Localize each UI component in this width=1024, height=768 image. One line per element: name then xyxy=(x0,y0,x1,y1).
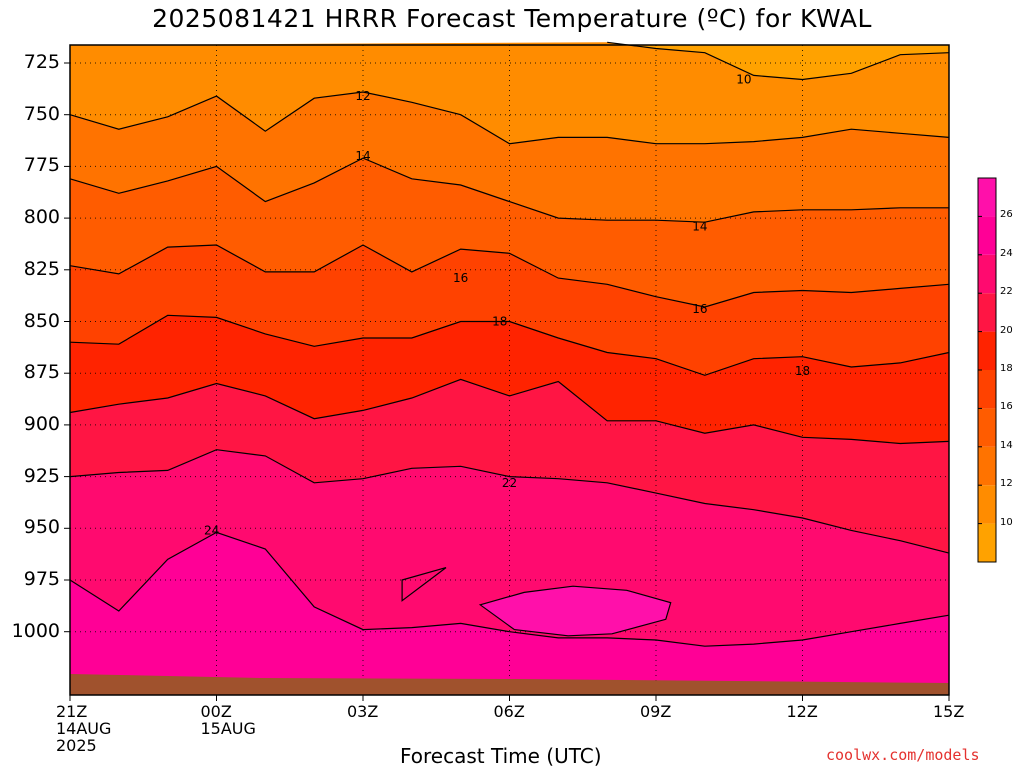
colorbar-segment xyxy=(978,408,996,447)
colorbar-label: 26 xyxy=(1000,209,1013,221)
x-tick-line: 06Z xyxy=(493,702,525,721)
x-tick-label: 03Z xyxy=(347,703,378,720)
colorbar-segment xyxy=(978,178,996,217)
contour-18 xyxy=(69,314,950,376)
colorbar-label: 24 xyxy=(1000,247,1013,259)
x-tick-label: 21Z 14AUG 2025 xyxy=(56,703,111,754)
grid-lines xyxy=(64,45,950,701)
contour-label: 16 xyxy=(692,302,707,316)
credit-link[interactable]: coolwx.com/models xyxy=(826,746,980,764)
x-tick-line: 03Z xyxy=(347,702,379,721)
contour-label: 14 xyxy=(692,219,707,233)
y-tick-label: 800 xyxy=(23,206,60,229)
colorbar-segment xyxy=(978,331,996,370)
contour-16 xyxy=(69,244,950,308)
colorbar-segment xyxy=(978,523,996,562)
contour-10 xyxy=(607,41,950,81)
colorbar-label: 10 xyxy=(1000,516,1013,528)
x-tick-line: 00Z xyxy=(200,702,232,721)
x-tick-line: 21Z xyxy=(56,702,88,721)
y-tick-label: 825 xyxy=(23,257,60,280)
terrain-fill xyxy=(70,674,949,695)
x-tick-line: 15AUG xyxy=(200,719,256,738)
colorbar-label: 16 xyxy=(1000,401,1013,413)
contour-label: 16 xyxy=(453,271,468,285)
terrain-strip xyxy=(70,674,949,695)
contour-label: 14 xyxy=(355,149,370,163)
band-above-24 xyxy=(70,532,949,695)
y-tick-label: 975 xyxy=(23,568,60,590)
colorbar-segment xyxy=(978,254,996,294)
colorbar-label: 22 xyxy=(1000,286,1013,298)
contour-label: 24 xyxy=(204,523,219,537)
x-tick-label: 06Z xyxy=(494,703,525,720)
contour-label: 18 xyxy=(492,315,507,329)
x-tick-label: 09Z xyxy=(640,703,671,720)
contour-12 xyxy=(69,91,950,145)
chart-title: 2025081421 HRRR Forecast Temperature (ºC… xyxy=(152,4,872,33)
colorbar-label: 20 xyxy=(1000,324,1013,336)
colorbar-segment xyxy=(978,293,996,332)
x-tick-line: 2025 xyxy=(56,736,97,755)
x-tick-label: 00Z 15AUG xyxy=(201,703,256,737)
colorbar xyxy=(977,177,997,563)
x-tick-line: 12Z xyxy=(786,702,818,721)
colorbar-segment xyxy=(978,485,996,524)
contour-20 xyxy=(69,378,950,445)
plot-frame xyxy=(69,44,950,696)
x-tick-label: 12Z xyxy=(787,703,818,720)
contour-24 xyxy=(69,531,950,647)
colorbar-segment xyxy=(978,216,996,255)
contour-24-closed xyxy=(478,585,672,637)
y-tick-label: 950 xyxy=(23,516,60,539)
x-axis-title: Forecast Time (UTC) xyxy=(400,744,602,768)
contour-22 xyxy=(69,449,950,554)
y-tick-label: 925 xyxy=(23,464,60,487)
x-tick-line: 09Z xyxy=(640,702,672,721)
contour-label: 12 xyxy=(355,89,370,103)
contour-labels: 10 12 14 14 16 16 18 18 22 24 xyxy=(204,73,810,538)
y-tick-label: 750 xyxy=(23,102,60,125)
contour-label: 22 xyxy=(502,476,517,490)
colorbar-segment xyxy=(978,446,996,486)
colorbar-segment xyxy=(978,370,996,409)
contour-cell xyxy=(401,567,447,602)
contour-14 xyxy=(69,157,949,223)
contour-lines xyxy=(69,41,950,647)
x-tick-line: 14AUG xyxy=(56,719,112,738)
colorbar-label: 14 xyxy=(1000,439,1013,451)
y-tick-label: 1000 xyxy=(11,619,60,642)
y-tick-label: 850 xyxy=(23,309,60,332)
y-tick-label: 875 xyxy=(23,361,60,384)
contour-label: 18 xyxy=(795,364,810,378)
colorbar-label: 12 xyxy=(1000,478,1013,490)
x-tick-line: 15Z xyxy=(933,702,965,721)
colorbar-label: 18 xyxy=(1000,363,1013,374)
y-tick-label: 900 xyxy=(23,412,60,435)
contour-label: 10 xyxy=(736,73,751,87)
x-tick-label: 15Z xyxy=(933,703,964,720)
y-tick-label: 775 xyxy=(23,154,60,177)
y-tick-label: 725 xyxy=(23,51,60,73)
